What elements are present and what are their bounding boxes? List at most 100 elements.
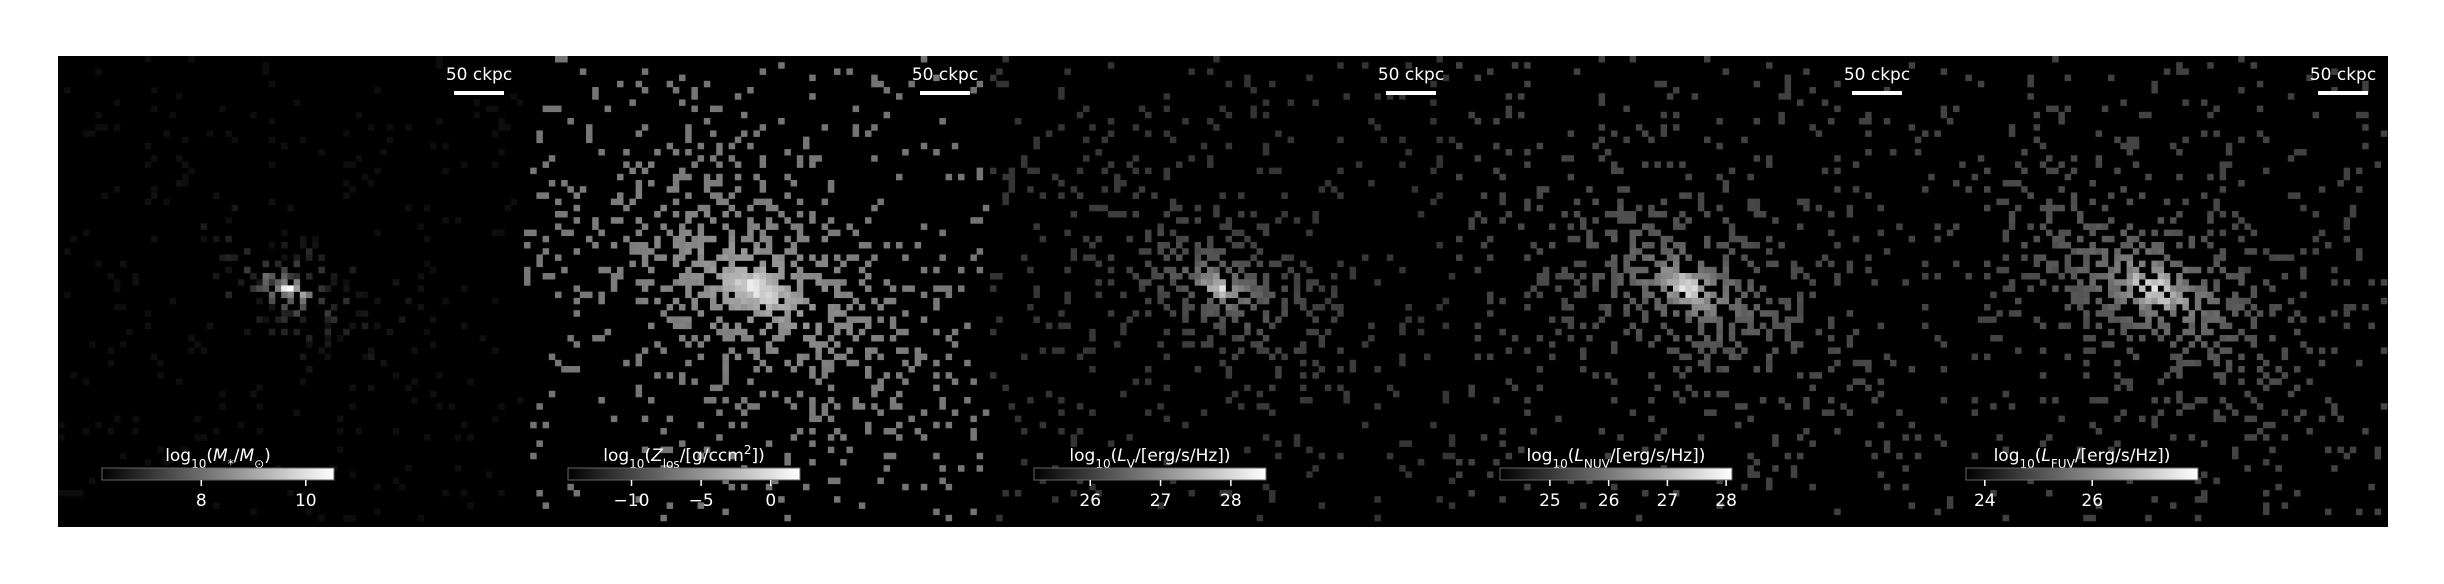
pixel bbox=[343, 180, 350, 187]
pixel bbox=[1480, 242, 1488, 249]
pixel bbox=[1324, 180, 1332, 187]
pixel bbox=[803, 483, 810, 491]
pixel bbox=[175, 180, 183, 187]
pixel bbox=[1002, 198, 1009, 206]
pixel bbox=[1977, 80, 1985, 88]
pixel bbox=[784, 173, 791, 181]
pixel bbox=[1207, 297, 1214, 305]
pixel bbox=[734, 279, 742, 286]
pixel bbox=[672, 254, 680, 261]
pixel bbox=[355, 310, 363, 317]
pixel bbox=[2331, 279, 2338, 286]
pixel bbox=[293, 409, 301, 416]
pixel bbox=[1940, 366, 1948, 373]
pixel bbox=[1132, 192, 1140, 199]
pixel bbox=[200, 235, 208, 243]
pixel bbox=[759, 279, 767, 286]
pixel bbox=[2318, 415, 2326, 423]
pixel bbox=[2281, 409, 2289, 416]
pixel bbox=[2213, 105, 2220, 113]
pixel bbox=[1107, 161, 1115, 168]
pixel bbox=[1480, 217, 1488, 224]
pixel bbox=[1188, 273, 1195, 280]
pixel bbox=[1778, 397, 1785, 404]
pixel bbox=[1474, 74, 1482, 82]
pixel bbox=[716, 254, 723, 261]
pixel bbox=[1250, 254, 1257, 261]
pixel bbox=[1070, 254, 1078, 261]
pixel bbox=[920, 56, 928, 63]
pixel bbox=[641, 223, 649, 230]
pixel bbox=[219, 403, 226, 410]
pixel bbox=[821, 372, 829, 379]
pixel bbox=[2380, 279, 2388, 286]
pixel bbox=[834, 279, 841, 286]
pixel bbox=[2033, 273, 2041, 280]
pixel bbox=[1213, 211, 1220, 218]
pixel bbox=[95, 68, 102, 75]
pixel bbox=[1679, 353, 1686, 361]
pixel bbox=[516, 99, 524, 106]
pixel bbox=[2294, 415, 2301, 423]
pixel bbox=[666, 304, 674, 311]
pixel bbox=[1902, 434, 1909, 441]
pixel bbox=[827, 359, 835, 367]
pixel bbox=[1673, 260, 1680, 268]
pixel bbox=[871, 403, 878, 410]
pixel bbox=[262, 316, 270, 323]
pixel bbox=[1679, 211, 1686, 218]
pixel bbox=[343, 161, 350, 168]
pixel bbox=[654, 372, 661, 379]
pixel bbox=[573, 366, 581, 373]
pixel bbox=[2263, 279, 2270, 286]
pixel bbox=[697, 260, 705, 268]
pixel bbox=[1648, 372, 1655, 379]
pixel bbox=[902, 310, 909, 317]
pixel bbox=[2046, 434, 2053, 441]
pixel bbox=[852, 335, 860, 342]
pixel bbox=[1207, 335, 1214, 342]
pixel bbox=[2250, 291, 2258, 299]
pixel bbox=[2281, 254, 2289, 261]
pixel bbox=[1834, 273, 1841, 280]
pixel bbox=[964, 397, 971, 404]
pixel bbox=[996, 80, 1003, 88]
pixel bbox=[2089, 335, 2096, 342]
pixel bbox=[778, 291, 785, 299]
pixel bbox=[654, 235, 661, 243]
pixel bbox=[2287, 192, 2295, 199]
pixel bbox=[784, 217, 791, 224]
pixel bbox=[679, 229, 686, 237]
pixel bbox=[734, 254, 742, 261]
pixel bbox=[1120, 291, 1127, 299]
pixel bbox=[933, 452, 940, 460]
pixel bbox=[1493, 167, 1500, 175]
pixel bbox=[827, 229, 835, 237]
pixel bbox=[1766, 335, 1773, 342]
pixel bbox=[685, 136, 692, 144]
pixel bbox=[2176, 285, 2183, 292]
pixel bbox=[1219, 316, 1226, 323]
pixel bbox=[1219, 248, 1226, 255]
pixel bbox=[1194, 254, 1202, 261]
pixel bbox=[2207, 316, 2214, 323]
pixel bbox=[990, 328, 997, 336]
pixel bbox=[1741, 483, 1748, 491]
pixel bbox=[1374, 366, 1381, 373]
pixel bbox=[1114, 186, 1121, 193]
pixel bbox=[2176, 211, 2183, 218]
pixel bbox=[1021, 161, 1028, 168]
pixel bbox=[1586, 186, 1593, 193]
pixel bbox=[2039, 142, 2047, 150]
pixel bbox=[846, 254, 853, 261]
pixel bbox=[1766, 62, 1773, 69]
pixel bbox=[610, 198, 618, 206]
pixel bbox=[610, 279, 618, 286]
pixel bbox=[2219, 347, 2227, 354]
pixel bbox=[728, 335, 736, 342]
pixel bbox=[1865, 266, 1872, 274]
pixel bbox=[2201, 316, 2208, 323]
label-part: ]) bbox=[751, 446, 764, 466]
pixel bbox=[1809, 279, 1816, 286]
pixel bbox=[821, 198, 829, 206]
